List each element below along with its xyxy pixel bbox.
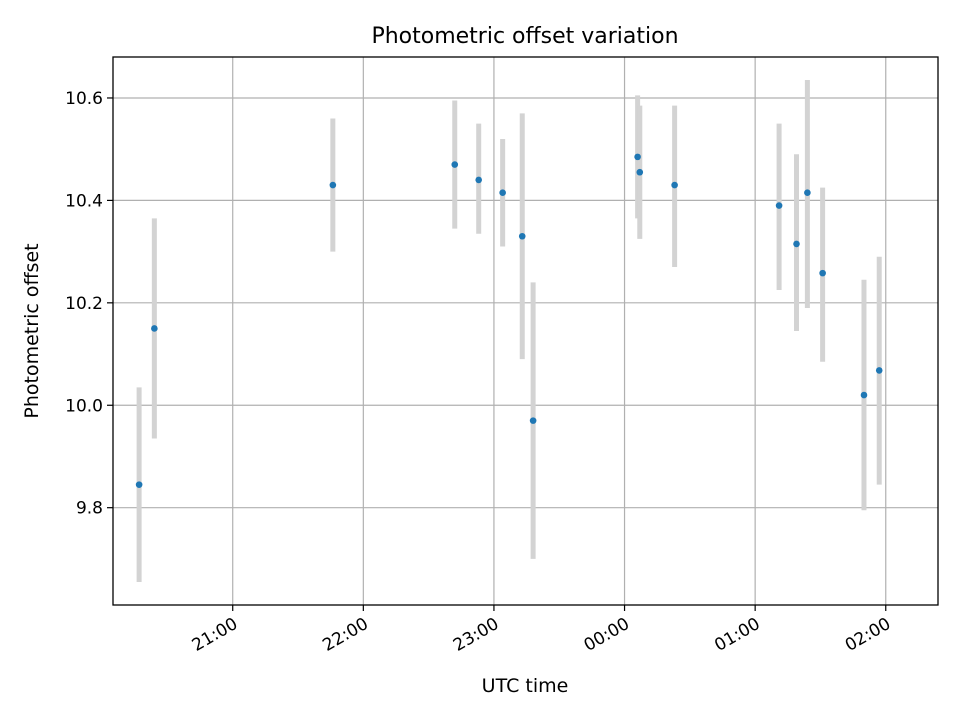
data-point: [151, 325, 158, 332]
y-axis-label: Photometric offset: [21, 243, 43, 418]
y-tick-label: 10.2: [65, 294, 103, 314]
data-point: [135, 481, 143, 488]
y-tick-label: 9.8: [76, 499, 103, 519]
data-point: [451, 161, 459, 168]
data-point: [475, 176, 482, 184]
y-axis-ticks: 9.8 10.0 10.2 10.4 10.6: [65, 89, 113, 519]
chart-title: Photometric offset variation: [371, 24, 678, 49]
y-tick-label: 10.6: [65, 89, 103, 109]
y-tick-label: 10.4: [65, 191, 103, 211]
data-points: [135, 153, 883, 488]
x-axis-label: UTC time: [482, 675, 569, 697]
data-point: [499, 189, 506, 197]
data-point: [819, 269, 826, 277]
data-point: [793, 240, 800, 248]
data-point: [518, 232, 526, 240]
data-point: [875, 367, 883, 374]
data-point: [671, 181, 678, 189]
data-point: [804, 189, 811, 197]
gridlines: [113, 57, 938, 605]
data-point: [860, 391, 868, 399]
plot-area-frame: [112, 56, 939, 606]
data-point: [636, 168, 644, 176]
data-point: [775, 202, 783, 209]
data-point: [634, 153, 641, 161]
data-point: [529, 417, 537, 424]
y-tick-label: 10.0: [65, 396, 103, 416]
data-point: [329, 181, 337, 189]
